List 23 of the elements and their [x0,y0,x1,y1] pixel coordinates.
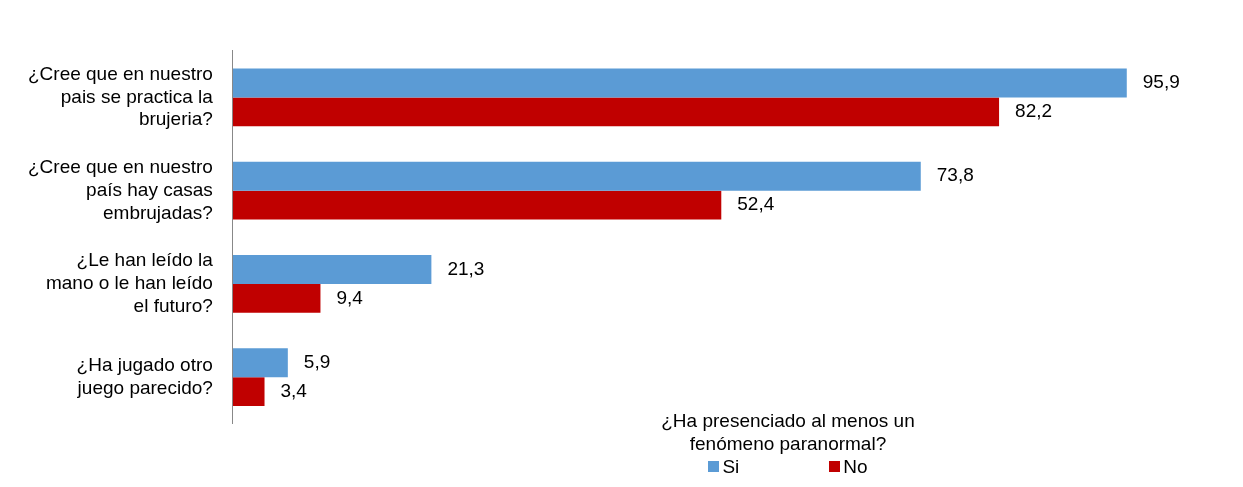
bar [232,161,921,191]
legend-label: Si [722,455,740,478]
y-tick-label: ¿Ha jugado otro juego parecido? [76,354,213,398]
data-label: 9,4 [336,286,364,308]
y-tick-label: ¿Cree que en nuestro país hay casas embrujadas? [27,156,213,223]
legend-label: No [843,455,868,478]
bar [232,377,265,407]
data-label: 21,3 [447,257,485,279]
legend-title: ¿Ha presenciado al menos un fenómeno paranormal? [660,409,916,455]
data-label: 73,8 [936,164,974,186]
bar [232,348,288,378]
data-label: 5,9 [303,350,331,372]
data-label: 95,9 [1142,71,1180,93]
bar [232,190,722,220]
data-label: 52,4 [737,193,775,215]
y-tick-label: ¿Le han leído la mano o le han leído el futuro? [45,249,214,316]
bar [232,283,321,313]
bar [232,97,1000,127]
data-label: 82,2 [1015,100,1053,122]
y-tick-label: ¿Cree que en nuestro pais se practica la brujeria? [27,62,214,130]
data-label: 3,4 [280,379,308,401]
bar [232,68,1127,98]
bar [232,255,432,284]
